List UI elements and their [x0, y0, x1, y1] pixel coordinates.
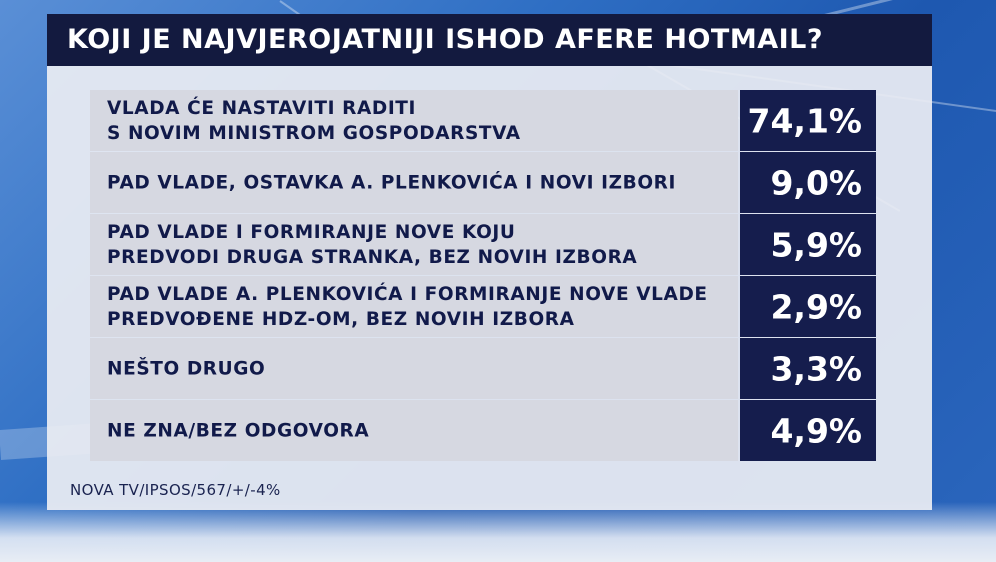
row-label: PAD VLADE I FORMIRANJE NOVE KOJU PREDVOD… [107, 221, 638, 268]
table-row: PAD VLADE I FORMIRANJE NOVE KOJU PREDVOD… [90, 214, 876, 275]
row-value: 3,3% [770, 349, 862, 388]
table-row: VLADA ĆE NASTAVITI RADITI S NOVIM MINIST… [90, 90, 876, 151]
row-value: 4,9% [770, 411, 862, 450]
row-value-cell: 5,9% [740, 214, 876, 275]
row-value: 9,0% [770, 163, 862, 202]
table-row: PAD VLADE A. PLENKOVIĆA I FORMIRANJE NOV… [90, 276, 876, 337]
row-label: PAD VLADE A. PLENKOVIĆA I FORMIRANJE NOV… [107, 283, 708, 330]
row-label: NE ZNA/BEZ ODGOVORA [107, 420, 370, 441]
row-value-cell: 2,9% [740, 276, 876, 337]
row-label: PAD VLADE, OSTAVKA A. PLENKOVIĆA I NOVI … [107, 172, 676, 193]
row-value: 2,9% [770, 287, 862, 326]
row-label-cell: PAD VLADE A. PLENKOVIĆA I FORMIRANJE NOV… [90, 276, 738, 337]
row-value-cell: 4,9% [740, 400, 876, 461]
source-note: NOVA TV/IPSOS/567/+/-4% [70, 481, 281, 499]
row-value-cell: 9,0% [740, 152, 876, 213]
row-label-cell: NEŠTO DRUGO [90, 338, 738, 399]
row-label-cell: PAD VLADE, OSTAVKA A. PLENKOVIĆA I NOVI … [90, 152, 738, 213]
background-glow [0, 502, 996, 562]
row-label-cell: PAD VLADE I FORMIRANJE NOVE KOJU PREDVOD… [90, 214, 738, 275]
title-bar: KOJI JE NAJVJEROJATNIJI ISHOD AFERE HOTM… [47, 14, 932, 66]
table-row: NE ZNA/BEZ ODGOVORA 4,9% [90, 400, 876, 461]
results-table: VLADA ĆE NASTAVITI RADITI S NOVIM MINIST… [90, 90, 876, 462]
row-label: VLADA ĆE NASTAVITI RADITI S NOVIM MINIST… [107, 97, 521, 144]
row-label-cell: VLADA ĆE NASTAVITI RADITI S NOVIM MINIST… [90, 90, 738, 151]
row-value: 5,9% [770, 225, 862, 264]
row-value: 74,1% [747, 101, 863, 140]
row-value-cell: 74,1% [740, 90, 876, 151]
row-label-cell: NE ZNA/BEZ ODGOVORA [90, 400, 738, 461]
chart-title: KOJI JE NAJVJEROJATNIJI ISHOD AFERE HOTM… [67, 24, 824, 55]
row-label: NEŠTO DRUGO [107, 358, 266, 379]
row-value-cell: 3,3% [740, 338, 876, 399]
table-row: NEŠTO DRUGO 3,3% [90, 338, 876, 399]
table-row: PAD VLADE, OSTAVKA A. PLENKOVIĆA I NOVI … [90, 152, 876, 213]
